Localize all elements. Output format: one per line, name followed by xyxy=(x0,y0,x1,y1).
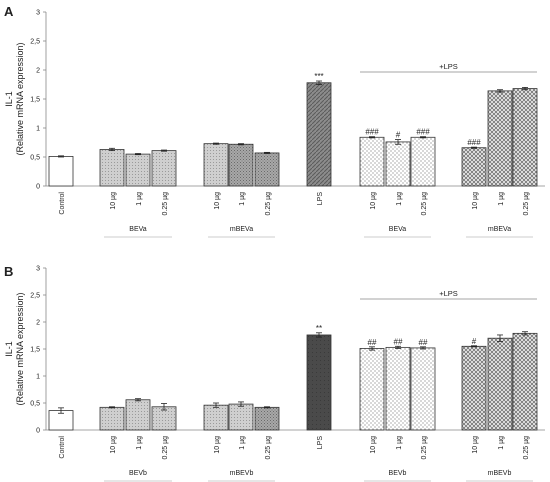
x-tick-label: 10 µg xyxy=(110,192,117,210)
x-tick-label: 0.25 µg xyxy=(523,436,530,460)
x-tick-label: 1 µg xyxy=(136,192,143,206)
lps-bracket-label: +LPS xyxy=(439,62,458,71)
x-tick-label: LPS xyxy=(317,192,324,206)
bar xyxy=(48,156,74,187)
significance-label: ## xyxy=(419,338,428,347)
significance-label: ### xyxy=(467,138,481,147)
group-label: mBEVa xyxy=(488,226,511,233)
x-tick-label: 0.25 µg xyxy=(162,436,169,460)
bar xyxy=(203,143,229,187)
x-tick-label: 1 µg xyxy=(396,436,403,450)
y-axis-label: IL-1 xyxy=(4,91,14,107)
group-label: mBEVb xyxy=(230,470,254,477)
bar xyxy=(359,348,385,431)
x-tick-label: 1 µg xyxy=(239,436,246,450)
x-tick-label: 10 µg xyxy=(472,436,479,454)
significance-label: # xyxy=(396,131,401,140)
y-tick-label: 1,5 xyxy=(30,347,40,354)
y-tick-label: 3 xyxy=(36,266,40,273)
y-axis-label: (Relative mRNA expression) xyxy=(15,42,25,155)
significance-label: ### xyxy=(365,128,379,137)
x-tick-label: 0.25 µg xyxy=(421,192,428,216)
bar xyxy=(99,406,125,431)
bar xyxy=(410,347,436,431)
x-tick-label: 1 µg xyxy=(239,192,246,206)
panel-b: B IL-1 (Relative mRNA expression) 0 0,5 1 1,5 2… xyxy=(4,264,545,482)
y-tick-label: 3 xyxy=(36,10,40,17)
bar xyxy=(461,345,487,431)
group-label: BEVa xyxy=(389,226,406,233)
y-tick-label: 1 xyxy=(36,126,40,133)
group-label: BEVb xyxy=(389,470,407,477)
group-label: mBEVb xyxy=(488,470,512,477)
x-tick-label: 10 µg xyxy=(214,436,221,454)
significance-label: ## xyxy=(394,337,403,346)
bar xyxy=(359,136,385,187)
x-tick-label: Control xyxy=(59,436,66,459)
group-label: mBEVa xyxy=(230,226,253,233)
significance-label: # xyxy=(472,337,477,346)
x-tick-label: 10 µg xyxy=(214,192,221,210)
x-tick-label: 1 µg xyxy=(396,192,403,206)
bar xyxy=(151,150,177,187)
bar xyxy=(461,147,487,187)
bar xyxy=(385,141,411,187)
y-tick-label: 1,5 xyxy=(30,97,40,104)
bar xyxy=(487,337,513,431)
group-label: BEVa xyxy=(129,226,146,233)
significance-label: ** xyxy=(316,324,322,333)
y-axis-label: (Relative mRNA expression) xyxy=(15,292,25,405)
panel-letter: A xyxy=(4,4,14,19)
y-tick-label: 2,5 xyxy=(30,293,40,300)
y-tick-label: 0 xyxy=(36,184,40,191)
bar xyxy=(228,143,254,187)
x-tick-label: 0.25 µg xyxy=(421,436,428,460)
lps-bracket-label: +LPS xyxy=(439,289,458,298)
y-tick-label: 2,5 xyxy=(30,39,40,46)
bar xyxy=(203,404,229,431)
panel-a: A IL-1 (Relative mRNA expression) 0 0,5 1 1,5 2… xyxy=(4,4,545,238)
x-tick-label: 0.25 µg xyxy=(162,192,169,216)
group-label: BEVb xyxy=(129,470,147,477)
y-tick-label: 0,5 xyxy=(30,155,40,162)
x-tick-label: 0.25 µg xyxy=(523,192,530,216)
y-tick-label: 1 xyxy=(36,374,40,381)
x-tick-label: Control xyxy=(59,192,66,215)
significance-label: ### xyxy=(416,128,430,137)
y-axis-label: IL-1 xyxy=(4,341,14,357)
bar xyxy=(228,403,254,431)
x-tick-label: 10 µg xyxy=(370,192,377,210)
bar xyxy=(254,406,280,431)
y-tick-label: 0 xyxy=(36,428,40,435)
x-tick-label: 10 µg xyxy=(472,192,479,210)
x-tick-label: 1 µg xyxy=(498,436,505,450)
bar xyxy=(306,82,332,187)
x-tick-label: 10 µg xyxy=(370,436,377,454)
bar xyxy=(512,88,538,187)
bar xyxy=(125,399,151,431)
bar xyxy=(410,136,436,187)
bar xyxy=(487,90,513,187)
x-tick-label: 10 µg xyxy=(110,436,117,454)
panel-letter: B xyxy=(4,264,13,279)
bar xyxy=(254,152,280,187)
bar xyxy=(125,153,151,187)
bar xyxy=(99,149,125,187)
bar xyxy=(306,334,332,431)
x-tick-label: 0.25 µg xyxy=(265,436,272,460)
significance-label: ## xyxy=(368,338,377,347)
x-tick-label: 0.25 µg xyxy=(265,192,272,216)
x-tick-label: LPS xyxy=(317,436,324,450)
bar xyxy=(385,346,411,431)
significance-label: *** xyxy=(314,72,323,81)
y-tick-label: 2 xyxy=(36,320,40,327)
x-tick-label: 1 µg xyxy=(136,436,143,450)
y-tick-label: 2 xyxy=(36,68,40,75)
y-tick-label: 0,5 xyxy=(30,401,40,408)
bar xyxy=(512,332,538,431)
x-tick-label: 1 µg xyxy=(498,192,505,206)
